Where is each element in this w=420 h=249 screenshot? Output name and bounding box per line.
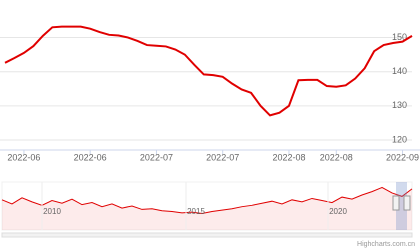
line-series: [4, 25, 413, 117]
navigator-handle[interactable]: [392, 195, 400, 211]
navigator-area: [2, 187, 412, 230]
x-tick-label: 2022-06: [74, 152, 107, 162]
scrollbar: [1, 232, 413, 238]
navigator-handle[interactable]: [403, 195, 411, 211]
y-tick-label: 120: [392, 134, 407, 144]
navigator-label: 2015: [187, 207, 205, 216]
credits[interactable]: Highcharts.com.cn: [357, 241, 415, 248]
x-tick-label: 2022-07: [140, 152, 173, 162]
x-tick-label: 2022-08: [272, 152, 305, 162]
x-tick-label: 2022-09: [386, 152, 419, 162]
navigator-line: [1, 186, 413, 215]
y-tick-label: 130: [392, 100, 407, 110]
x-tick-label: 2022-06: [7, 152, 40, 162]
navigator-selection: [396, 182, 407, 230]
x-tick-label: 2022-08: [320, 152, 353, 162]
y-tick-label: 140: [392, 66, 407, 76]
y-tick-label: 150: [392, 32, 407, 42]
navigator-label: 2020: [329, 207, 347, 216]
navigator-bg: [1, 181, 413, 231]
x-tick-label: 2022-07: [206, 152, 239, 162]
navigator-label: 2010: [43, 207, 61, 216]
